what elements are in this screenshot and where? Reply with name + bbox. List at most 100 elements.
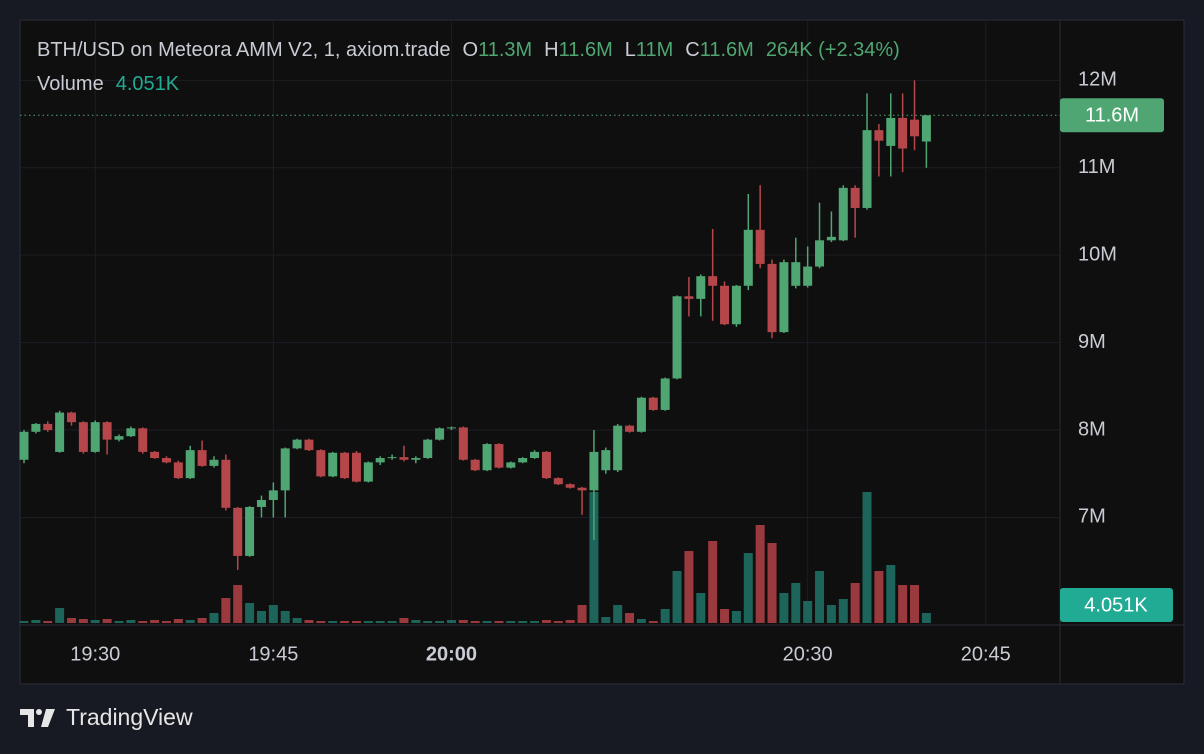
volume-bar: [363, 621, 373, 623]
candle-body: [399, 457, 409, 460]
x-tick-label: 19:45: [248, 643, 298, 665]
candle-body: [743, 229, 753, 286]
candle-body: [708, 276, 718, 286]
volume-bar: [411, 620, 421, 623]
volume-bar: [803, 601, 813, 623]
candle-body: [826, 236, 836, 241]
x-tick-label: 20:30: [783, 643, 833, 665]
candle-body: [138, 428, 148, 452]
candle-body: [494, 444, 504, 468]
candle-body: [482, 444, 492, 471]
last-price-label: 11.6M: [1085, 105, 1139, 127]
volume-bar: [161, 621, 171, 623]
volume-bar: [446, 620, 456, 623]
candle-body: [577, 487, 587, 491]
volume-bar: [613, 605, 623, 623]
candle-body: [898, 117, 908, 149]
volume-bar: [351, 621, 361, 623]
volume-bar: [423, 621, 433, 623]
volume-bar: [102, 619, 112, 623]
candle-body: [886, 117, 896, 146]
volume-bar: [720, 609, 730, 623]
candle-body: [648, 397, 658, 410]
last-price-badge: [1060, 98, 1164, 133]
candle-body: [363, 462, 373, 482]
volume-bar: [316, 621, 326, 623]
candle-body: [518, 458, 528, 463]
ohlc-key: C: [685, 39, 699, 61]
volume-bar: [648, 621, 658, 623]
volume-bar: [921, 612, 931, 623]
candle-body: [268, 490, 278, 500]
volume-bar: [731, 611, 741, 623]
volume-bar: [150, 620, 160, 623]
volume-bar: [672, 571, 682, 623]
volume-bar: [779, 593, 789, 623]
ohlc-key: H: [544, 39, 558, 61]
candle-body: [779, 262, 789, 333]
candle-body: [173, 462, 183, 479]
volume-bar: [328, 621, 338, 623]
candle-body: [862, 130, 872, 208]
volume-bar: [886, 565, 896, 623]
volume-value: 4.051K: [116, 73, 180, 95]
volume-bar: [850, 583, 860, 623]
candle-body: [838, 187, 848, 241]
candle-body: [387, 457, 397, 459]
volume-bar: [268, 605, 278, 623]
volume-bar: [708, 541, 718, 623]
volume-bar: [577, 605, 587, 623]
candle-body: [256, 499, 266, 507]
candle-body: [19, 431, 29, 460]
volume-bar: [78, 619, 88, 623]
volume-bar: [458, 620, 468, 623]
volume-bar: [256, 611, 266, 623]
candle-body: [233, 507, 243, 556]
candle-body: [375, 458, 385, 463]
ohlc-value: 11.6M: [559, 39, 613, 61]
candle-body: [90, 422, 100, 452]
volume-badge: [1060, 588, 1173, 622]
candle-body: [850, 187, 860, 208]
brand: TradingView: [66, 704, 193, 730]
y-tick-label: 9M: [1078, 331, 1106, 353]
volume-bar: [66, 618, 76, 623]
candle-body: [696, 276, 706, 299]
candle-body: [280, 448, 290, 491]
volume-bar: [660, 609, 670, 623]
x-tick-label: 20:45: [961, 643, 1011, 665]
volume-legend: Volume 4.051K: [37, 73, 180, 95]
x-tick-label: 20:00: [426, 643, 477, 665]
volume-bar: [684, 551, 694, 623]
candle-body: [304, 439, 314, 451]
volume-bar: [126, 620, 136, 623]
candle-body: [31, 423, 41, 432]
candle-body: [589, 451, 599, 491]
volume-bar: [755, 525, 765, 623]
candle-body: [328, 452, 338, 477]
labels: 7M 8M 9M 10M 11M 12M 19:30 19:45 20:00 20:30 20:45…: [37, 39, 1173, 665]
candle-body: [625, 425, 635, 432]
volume-bar: [233, 585, 243, 623]
candle-body: [435, 428, 445, 440]
candle-body: [292, 439, 302, 449]
candle-body: [150, 451, 160, 459]
volume-bar: [221, 598, 231, 623]
grid: [20, 20, 1060, 625]
volume-bar: [815, 571, 825, 623]
legend-line: BTH/USD on Meteora AMM V2, 1, axiom.trad…: [37, 39, 900, 61]
chart-frame: [19, 19, 1185, 685]
candle-body: [340, 452, 350, 479]
volume-bar: [292, 618, 302, 623]
volume-bar: [494, 621, 504, 623]
volume-bar: [696, 593, 706, 623]
ohlc-key: O: [463, 39, 479, 61]
y-tick-label: 8M: [1078, 418, 1106, 440]
candle-body: [636, 397, 646, 432]
candle-body: [815, 240, 825, 267]
candle-body: [245, 506, 255, 556]
candle-body: [530, 451, 540, 459]
volume-bar: [530, 621, 540, 623]
